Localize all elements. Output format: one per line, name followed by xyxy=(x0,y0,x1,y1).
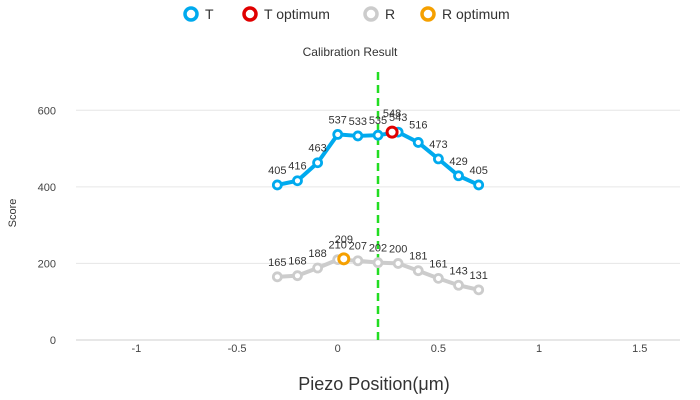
data-label-t: 535 xyxy=(369,115,387,127)
data-point-r[interactable] xyxy=(352,255,364,267)
y-axis-ticks: 0 200 400 600 xyxy=(38,105,56,347)
data-point-t[interactable] xyxy=(312,157,324,169)
data-label-t-optimum: 548 xyxy=(383,108,401,120)
data-label-r: 143 xyxy=(449,265,467,277)
legend-item-t-optimum[interactable]: T optimum xyxy=(242,6,330,22)
data-point-r[interactable] xyxy=(372,257,384,269)
data-label-r: 210 xyxy=(329,240,347,252)
legend-label: T xyxy=(205,6,214,22)
legend-item-t[interactable]: T xyxy=(183,6,214,22)
legend-item-r[interactable]: R xyxy=(363,6,395,22)
y-tick-label: 600 xyxy=(38,105,56,117)
data-label-r: 168 xyxy=(288,256,306,268)
data-label-t: 473 xyxy=(429,139,447,151)
data-label-t: 405 xyxy=(268,165,286,177)
data-label-t: 537 xyxy=(329,114,347,126)
data-label-t: 429 xyxy=(449,156,467,168)
data-point-t[interactable] xyxy=(271,179,283,191)
data-label-r: 188 xyxy=(308,248,326,260)
legend: T T optimum R R optimum xyxy=(183,6,510,22)
data-point-t[interactable] xyxy=(473,179,485,191)
y-tick-label: 400 xyxy=(38,182,56,194)
y-tick-label: 200 xyxy=(38,258,56,270)
data-point-r[interactable] xyxy=(271,271,283,283)
legend-marker-icon xyxy=(183,6,199,22)
x-tick-label: 1.5 xyxy=(632,343,647,355)
x-tick-label: 1 xyxy=(536,343,542,355)
data-label-r-optimum: 209 xyxy=(335,234,353,246)
data-point-r[interactable] xyxy=(412,265,424,277)
chart-title: Calibration Result xyxy=(303,45,398,59)
data-label-r: 131 xyxy=(469,270,487,282)
data-point-r[interactable] xyxy=(292,270,303,282)
data-label-t: 463 xyxy=(308,143,326,155)
legend-marker-icon xyxy=(420,6,436,22)
data-label-r: 200 xyxy=(389,243,407,255)
x-tick-label: -1 xyxy=(132,343,142,355)
data-point-t[interactable] xyxy=(412,137,424,148)
data-point-t[interactable] xyxy=(332,129,344,140)
x-tick-label: 0.5 xyxy=(431,343,446,355)
legend-label: R optimum xyxy=(442,6,510,22)
data-label-t: 516 xyxy=(409,119,427,131)
data-label-t: 543 xyxy=(389,112,407,124)
legend-item-r-optimum[interactable]: R optimum xyxy=(420,6,510,22)
data-label-r: 181 xyxy=(409,251,427,263)
data-label-r: 165 xyxy=(268,257,286,269)
data-point-t[interactable] xyxy=(372,129,384,141)
x-axis-label: Piezo Position(μm) xyxy=(298,374,449,394)
data-label-t: 405 xyxy=(469,165,487,177)
data-point-r[interactable] xyxy=(392,258,404,269)
data-point-r-optimum[interactable] xyxy=(337,252,351,266)
data-label-r: 202 xyxy=(369,243,387,255)
data-label-r: 207 xyxy=(349,241,367,253)
data-point-t[interactable] xyxy=(432,153,444,165)
data-point-t-optimum[interactable] xyxy=(385,125,399,139)
series-layer xyxy=(271,125,485,296)
data-point-r[interactable] xyxy=(453,279,464,291)
legend-marker-icon xyxy=(242,6,258,22)
x-axis-ticks: -1 -0.5 0 0.5 1 1.5 xyxy=(132,343,648,355)
data-point-r[interactable] xyxy=(312,262,324,274)
data-label-r: 161 xyxy=(429,258,447,270)
data-point-t[interactable] xyxy=(352,130,364,142)
data-point-r[interactable] xyxy=(473,284,485,296)
data-point-t[interactable] xyxy=(292,175,303,187)
y-axis-label: Score xyxy=(7,199,19,228)
y-tick-label: 0 xyxy=(50,335,56,347)
legend-marker-icon xyxy=(363,6,379,22)
data-point-t[interactable] xyxy=(453,170,464,182)
legend-label: T optimum xyxy=(264,6,330,22)
data-point-r[interactable] xyxy=(432,272,444,284)
x-tick-label: 0 xyxy=(335,343,341,355)
legend-label: R xyxy=(385,6,395,22)
data-label-t: 416 xyxy=(288,161,306,173)
data-label-t: 533 xyxy=(349,116,367,128)
x-tick-label: -0.5 xyxy=(228,343,247,355)
